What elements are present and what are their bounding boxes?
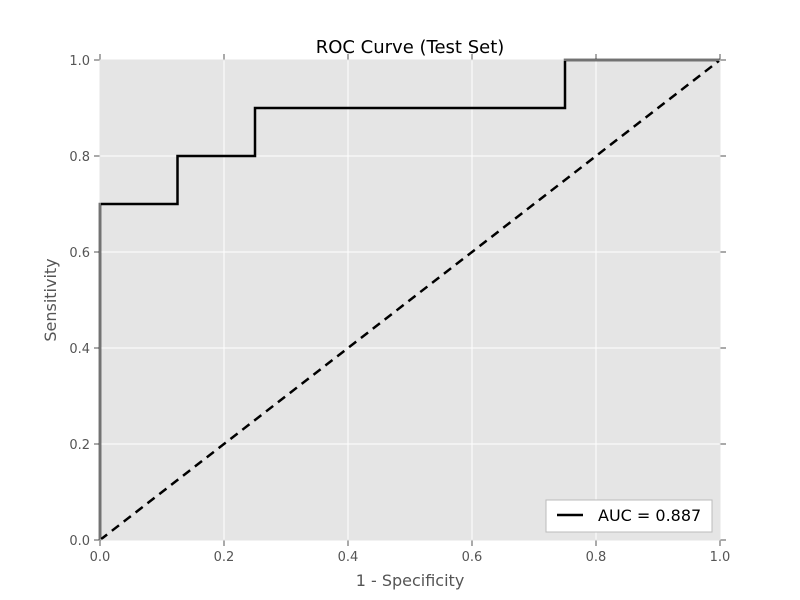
- x-tick-label: 0.4: [338, 550, 359, 565]
- chart-title: ROC Curve (Test Set): [316, 37, 505, 58]
- chance-diagonal-line: [99, 59, 721, 541]
- x-tick-label: 1.0: [710, 550, 731, 565]
- x-axis-title: 1 - Specificity: [356, 571, 465, 590]
- legend: AUC = 0.887: [545, 499, 713, 533]
- legend-label: AUC = 0.887: [598, 506, 701, 525]
- plot-frame: [99, 59, 721, 541]
- axis-ticks: 0.0 0.2 0.4 0.6 0.8 1.0 0.0 0.2 0.4 0.6 0.8 1.0: [69, 54, 730, 565]
- y-tick-label: 0.4: [69, 342, 90, 357]
- x-tick-label: 0.2: [214, 550, 235, 565]
- y-tick-label: 1.0: [69, 54, 90, 69]
- x-tick-label: 0.6: [462, 550, 483, 565]
- x-tick-label: 0.0: [90, 550, 111, 565]
- y-tick-label: 0.8: [69, 150, 90, 165]
- x-tick-label: 0.8: [586, 550, 607, 565]
- grid-lines: [99, 59, 721, 541]
- y-axis-title: Sensitivity: [41, 258, 60, 341]
- y-tick-label: 0.6: [69, 246, 90, 261]
- y-tick-label: 0.0: [69, 534, 90, 549]
- y-tick-label: 0.2: [69, 438, 90, 453]
